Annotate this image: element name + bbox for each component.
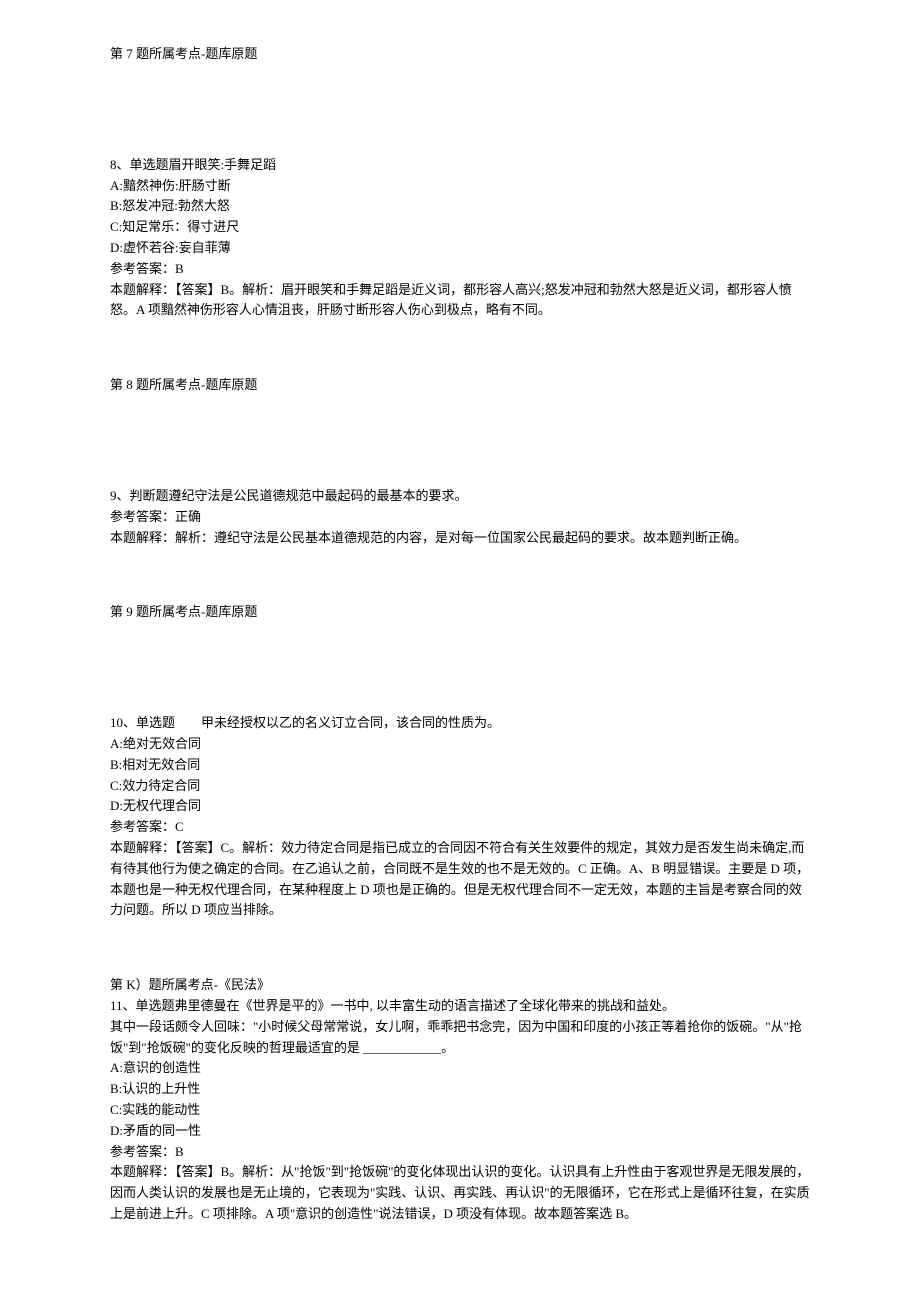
explanation-text: 本题解释：解析：遵纪守法是公民基本道德规范的内容，是对每一位国家公民最起码的要求…	[110, 528, 810, 549]
option-a: A:黯然神伤:肝肠寸断	[110, 176, 810, 197]
option-c: C:知足常乐：得寸进尺	[110, 217, 810, 238]
spacer	[110, 566, 810, 602]
option-c: C:效力待定合同	[110, 776, 810, 797]
option-d: D:虚怀若谷:妄自菲薄	[110, 238, 810, 259]
question-title: 8、单选题眉开眼笑:手舞足蹈	[110, 155, 810, 176]
question-7-topic: 第 7 题所属考点-题库原题	[110, 44, 810, 65]
spacer	[110, 641, 810, 713]
explanation-text: 本题解释：【答案】B。解析：从"抢饭"到"抢饭碗"的变化体现出认识的变化。认识具…	[110, 1162, 810, 1224]
spacer	[110, 83, 810, 155]
explanation-text: 本题解释：【答案】B。解析：眉开眼笑和手舞足蹈是近义词，都形容人高兴;怒发冲冠和…	[110, 280, 810, 322]
answer-label: 参考答案：C	[110, 817, 810, 838]
question-9-topic: 第 9 题所属考点-题库原题	[110, 602, 810, 623]
option-c: C:实践的能动性	[110, 1100, 810, 1121]
question-8: 8、单选题眉开眼笑:手舞足蹈 A:黯然神伤:肝肠寸断 B:怒发冲冠:勃然大怒 C…	[110, 155, 810, 321]
question-10-topic: 第 K）题所属考点-《民法》	[110, 975, 810, 996]
topic-tag-text: 第 9 题所属考点-题库原题	[110, 604, 257, 619]
question-8-topic: 第 8 题所属考点-题库原题	[110, 375, 810, 396]
question-title: 10、单选题 甲未经授权以乙的名义订立合同，该合同的性质为。	[110, 713, 810, 734]
explanation-text: 本题解释：【答案】C。解析：效力待定合同是指已成立的合同因不符合有关生效要件的规…	[110, 838, 810, 921]
topic-tag-text: 第 8 题所属考点-题库原题	[110, 377, 257, 392]
question-title-line2: 其中一段话颇令人回味："小时候父母常常说，女儿啊，乖乖把书念完，因为中国和印度的…	[110, 1017, 810, 1059]
topic-tag-text: 第 K）题所属考点-《民法》	[110, 977, 270, 992]
option-b: B:认识的上升性	[110, 1079, 810, 1100]
question-10: 10、单选题 甲未经授权以乙的名义订立合同，该合同的性质为。 A:绝对无效合同 …	[110, 713, 810, 921]
answer-label: 参考答案：B	[110, 1142, 810, 1163]
question-9: 9、判断题遵纪守法是公民道德规范中最起码的最基本的要求。 参考答案：正确 本题解…	[110, 486, 810, 548]
option-d: D:矛盾的同一性	[110, 1121, 810, 1142]
answer-label: 参考答案：B	[110, 259, 810, 280]
spacer	[110, 339, 810, 375]
question-title: 9、判断题遵纪守法是公民道德规范中最起码的最基本的要求。	[110, 486, 810, 507]
spacer	[110, 414, 810, 486]
topic-tag-text: 第 7 题所属考点-题库原题	[110, 46, 257, 61]
option-a: A:绝对无效合同	[110, 734, 810, 755]
option-a: A:意识的创造性	[110, 1058, 810, 1079]
option-b: B:相对无效合同	[110, 755, 810, 776]
option-b: B:怒发冲冠:勃然大怒	[110, 196, 810, 217]
spacer	[110, 939, 810, 975]
option-d: D:无权代理合同	[110, 796, 810, 817]
question-11: 11、单选题弗里德曼在《世界是平的》一书中, 以丰富生动的语言描述了全球化带来的…	[110, 996, 810, 1225]
question-title-line1: 11、单选题弗里德曼在《世界是平的》一书中, 以丰富生动的语言描述了全球化带来的…	[110, 996, 810, 1017]
answer-label: 参考答案：正确	[110, 507, 810, 528]
